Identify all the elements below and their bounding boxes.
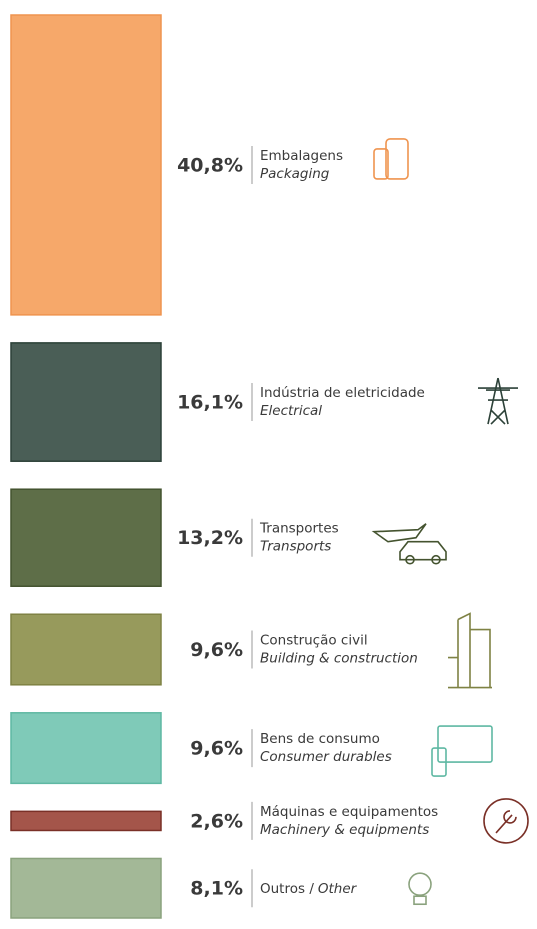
category-label: Outros / Other bbox=[260, 881, 358, 897]
category-label: Bens de consumo bbox=[260, 731, 380, 747]
bar bbox=[10, 857, 162, 919]
category-en-label: Building & construction bbox=[260, 651, 418, 667]
category-en-label: Machinery & equipments bbox=[260, 822, 429, 838]
category-en-label: Consumer durables bbox=[260, 749, 392, 765]
category-en-label: Packaging bbox=[260, 166, 330, 182]
bar bbox=[10, 712, 162, 785]
icon-part bbox=[478, 377, 518, 425]
bar bbox=[10, 342, 162, 462]
value-label: 16,1% bbox=[177, 392, 243, 414]
category-label: Máquinas e equipamentos bbox=[260, 804, 438, 820]
category-label: Embalagens bbox=[260, 148, 343, 164]
icon-part bbox=[408, 872, 432, 897]
category-en-label: Transports bbox=[260, 539, 331, 555]
category-icon bbox=[448, 612, 492, 689]
value-label: 2,6% bbox=[190, 810, 243, 832]
value-label: 8,1% bbox=[190, 878, 243, 900]
bar bbox=[10, 613, 162, 686]
icon-part bbox=[413, 895, 427, 906]
category-pt: Outros / bbox=[260, 881, 314, 897]
value-label: 13,2% bbox=[177, 527, 243, 549]
category-en: Other bbox=[318, 881, 358, 897]
category-icon bbox=[373, 138, 409, 180]
category-en-label: Electrical bbox=[260, 403, 322, 419]
bar bbox=[10, 14, 162, 316]
category-icon bbox=[478, 377, 518, 425]
category-label: Construção civil bbox=[260, 633, 368, 649]
icon-part bbox=[385, 138, 409, 180]
icon-part bbox=[373, 148, 389, 180]
value-label: 40,8% bbox=[177, 154, 243, 176]
icon-part bbox=[405, 554, 415, 565]
icon-part bbox=[431, 747, 447, 777]
value-label: 9,6% bbox=[190, 738, 243, 760]
icon-part bbox=[371, 523, 447, 561]
category-icon bbox=[371, 523, 447, 565]
category-icon bbox=[483, 798, 529, 844]
bar bbox=[10, 488, 162, 587]
icon-part bbox=[483, 798, 529, 844]
category-icon bbox=[431, 725, 493, 777]
category-icon bbox=[408, 872, 432, 906]
icon-part bbox=[431, 554, 441, 565]
bar bbox=[10, 810, 162, 832]
icon-part bbox=[495, 810, 517, 834]
icon-part bbox=[448, 612, 492, 689]
category-label: Indústria de eletricidade bbox=[260, 385, 425, 401]
category-label: Transportes bbox=[259, 521, 339, 537]
icon-part bbox=[437, 725, 493, 763]
value-label: 9,6% bbox=[190, 639, 243, 661]
